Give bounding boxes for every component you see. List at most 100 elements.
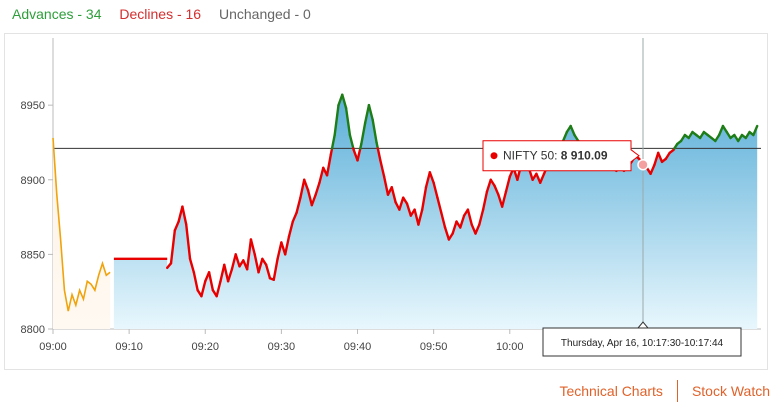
declines-count: Declines - 16	[119, 6, 202, 22]
price-area	[113, 94, 758, 329]
price-line-segment	[223, 263, 230, 283]
price-line-segment	[192, 271, 199, 292]
price-line-segment	[363, 103, 371, 125]
price-line-segment	[493, 184, 500, 196]
intraday-chart-panel[interactable]: 8800 8850 8900 8950 09:00 09:10 09:20 09:30 09:4…	[4, 33, 768, 370]
price-line-segment	[215, 280, 222, 298]
price-line-segment	[371, 118, 378, 144]
price-line-segment	[330, 133, 336, 150]
price-line-segment	[390, 186, 397, 204]
market-breadth-summary: Advances - 34 Declines - 16 Unchanged - …	[12, 6, 325, 22]
x-tick-label: 09:40	[344, 341, 372, 353]
price-line-segment	[443, 226, 451, 241]
price-line-segment	[344, 106, 352, 137]
price-line-segment	[653, 151, 660, 167]
price-line-segment	[376, 147, 382, 162]
price-line-segment	[436, 196, 443, 214]
price-line-segment	[459, 214, 466, 229]
price-line-segment	[287, 220, 295, 238]
time-label-box	[542, 327, 742, 357]
tooltip-value: 8 910.09	[561, 149, 608, 163]
price-line-segment	[341, 93, 348, 110]
price-line-segment	[303, 178, 310, 192]
y-tick-label: 8800	[21, 324, 45, 336]
price-line-segment	[421, 186, 428, 211]
price-line-segment	[207, 271, 215, 292]
price-line-segment	[314, 181, 321, 196]
price-line-segment	[451, 220, 458, 235]
y-tick-label: 8850	[21, 249, 45, 261]
price-line-segment	[367, 103, 374, 122]
crosshair-time-label: Thursday, Apr 16, 10:17:30-10:17:44	[561, 338, 724, 349]
preopen-area	[53, 137, 111, 329]
preopen-line	[52, 137, 111, 312]
price-line-segment	[428, 171, 435, 184]
tooltip-series-dot	[490, 152, 498, 160]
unchanged-count: Unchanged - 0	[218, 6, 311, 22]
y-tick-label: 8900	[21, 175, 45, 187]
hover-point-marker	[637, 158, 649, 171]
x-tick-label: 09:00	[39, 341, 67, 353]
advances-count: Advances - 34	[12, 6, 102, 22]
price-line-segment	[226, 268, 234, 283]
price-line-segment	[440, 211, 447, 229]
price-line-segment	[424, 171, 432, 189]
price-line-segment	[295, 196, 302, 214]
price-line-segment	[356, 147, 362, 162]
tooltip-box	[482, 140, 640, 172]
price-line-segment	[752, 124, 759, 137]
price-line-segment	[333, 103, 340, 137]
price-line-segment	[257, 257, 264, 274]
price-line-segment	[348, 133, 355, 150]
stock-watch-link[interactable]: Stock Watch	[691, 383, 770, 399]
price-line-segment	[291, 211, 298, 223]
price-line-segment	[173, 220, 180, 232]
price-line-segment	[481, 190, 489, 211]
price-line-segment	[185, 223, 192, 261]
technical-charts-link[interactable]: Technical Charts	[559, 383, 663, 399]
intraday-line-chart[interactable]: 8800 8850 8900 8950 09:00 09:10 09:20 09:30 09:4…	[5, 34, 769, 371]
price-line-segment	[405, 202, 413, 217]
price-line-segment	[306, 189, 314, 207]
price-line-segment	[200, 280, 207, 298]
price-line-segment	[398, 196, 405, 211]
price-line-segment	[219, 263, 226, 283]
price-line-segment	[310, 193, 317, 207]
price-line-segment	[649, 163, 656, 176]
y-tick-label: 8950	[21, 100, 45, 112]
price-line-segment	[318, 166, 325, 184]
price-line-segment	[379, 159, 386, 178]
price-line-segment	[432, 181, 439, 199]
price-line-segment	[500, 190, 508, 208]
price-line-segment	[657, 151, 664, 164]
link-divider	[676, 380, 678, 402]
price-line-segment	[181, 205, 188, 226]
price-line-segment	[283, 235, 291, 256]
tooltip-series-label: NIFTY 50: 8 910.09	[503, 149, 608, 163]
chart-links: Technical Charts Stock Watch	[559, 380, 770, 402]
price-line-segment	[299, 178, 306, 199]
price-line-segment	[169, 229, 177, 265]
time-label-pointer	[636, 321, 650, 329]
price-line-segment	[569, 124, 576, 137]
price-line-segment	[264, 263, 272, 280]
price-line-segment	[539, 172, 546, 184]
x-tick-label: 09:20	[191, 341, 219, 353]
price-line-segment	[249, 238, 256, 256]
price-line-segment	[413, 208, 420, 226]
price-line-segment	[325, 153, 333, 177]
x-tick-label: 09:10	[115, 341, 143, 353]
price-line-segment	[272, 257, 279, 281]
price-line-segment	[417, 208, 424, 226]
price-line-segment	[561, 130, 569, 143]
x-tick-label: 09:30	[268, 341, 296, 353]
price-line-segment	[245, 238, 253, 271]
price-line-segment	[474, 223, 481, 235]
price-line-segment	[360, 121, 367, 146]
price-line-segment	[382, 175, 390, 196]
price-line-segment	[485, 178, 492, 193]
x-tick-label: 10:00	[496, 341, 524, 353]
price-line-segment	[478, 208, 485, 226]
price-line-segment	[717, 124, 725, 137]
price-line-segment	[504, 175, 511, 193]
